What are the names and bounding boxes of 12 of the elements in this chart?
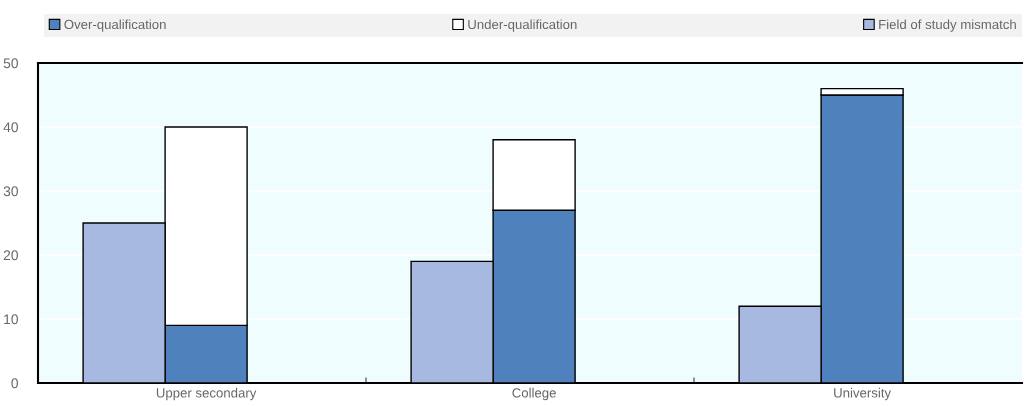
x-tick-label: University [834, 387, 892, 401]
y-tick-label: 0 [11, 378, 19, 389]
legend-label: Over-qualification [64, 19, 166, 32]
y-tick-label: 20 [3, 250, 19, 261]
legend-label: Field of study mismatch [879, 19, 1016, 32]
y-tick-label: 50 [3, 58, 19, 69]
y-tick-label: 40 [3, 122, 19, 133]
x-tick-label: College [512, 387, 556, 401]
y-tick-label: 10 [4, 314, 19, 325]
y-tick-label: 30 [3, 186, 19, 197]
x-tick-label: Upper secondary [156, 387, 257, 401]
legend-label: Under-qualification [468, 19, 577, 32]
